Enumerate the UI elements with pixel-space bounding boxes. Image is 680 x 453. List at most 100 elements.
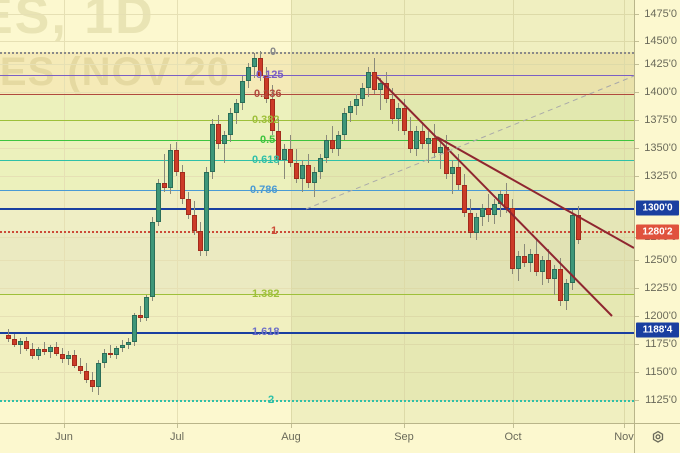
candle-body — [408, 130, 413, 149]
fib-label-1: 1 — [271, 225, 278, 237]
candle-body — [222, 135, 227, 145]
candle-body — [42, 349, 47, 353]
candle-body — [48, 346, 53, 353]
candle-body — [12, 338, 17, 345]
grid-line-horizontal — [0, 176, 634, 177]
candle-body — [384, 83, 389, 99]
price-tick-mark — [635, 176, 639, 177]
candle-body — [558, 269, 563, 302]
candle-wick — [284, 144, 285, 179]
candle-body — [516, 255, 521, 270]
price-tick-label: 1400'0 — [644, 86, 677, 98]
time-axis[interactable]: Jun Jul Aug Sep Oct Nov — [0, 423, 634, 453]
candle-body — [576, 214, 581, 240]
fib-line-0-786 — [0, 190, 634, 191]
candle-body — [30, 349, 35, 356]
candle-body — [156, 183, 161, 222]
candle-body — [474, 217, 479, 234]
candle-body — [126, 342, 131, 345]
price-tick-label: 1475'0 — [644, 8, 677, 20]
price-tick-label: 1450'0 — [644, 35, 677, 47]
fib-line-0-618 — [0, 160, 634, 161]
candle-body — [552, 269, 557, 279]
grid-line-vertical — [404, 0, 405, 423]
price-tick-mark — [635, 92, 639, 93]
candle-body — [306, 164, 311, 184]
fib-label-0-125: 0.125 — [256, 69, 284, 81]
price-badge-1188[interactable]: 1188'4 — [636, 322, 679, 338]
chart-plot-area[interactable]: ES, 1D RES (NOV 20 0 0.125 0.236 0.382 0.5 0.… — [0, 0, 634, 423]
candle-body — [120, 344, 125, 348]
grid-line-horizontal — [0, 64, 634, 65]
candle-body — [300, 164, 305, 179]
grid-line-horizontal — [0, 237, 634, 238]
fib-line-0-5 — [0, 140, 634, 141]
grid-line-horizontal — [0, 92, 634, 93]
candle-body — [162, 183, 167, 188]
price-tick-label: 1350'0 — [644, 142, 677, 154]
price-badge-last[interactable]: 1280'2 — [636, 224, 679, 240]
time-tick-label: Nov — [614, 431, 634, 443]
price-tick-label: 1250'0 — [644, 254, 677, 266]
candle-body — [456, 167, 461, 186]
fib-label-0-786: 0.786 — [250, 184, 278, 196]
time-tick-label: Oct — [504, 431, 522, 443]
candle-wick — [452, 160, 453, 195]
candle-body — [6, 335, 11, 339]
price-tick-mark — [635, 14, 639, 15]
fib-line-0 — [0, 52, 634, 54]
fib-label-2: 2 — [268, 394, 275, 406]
candle-wick — [8, 328, 9, 343]
candle-body — [438, 146, 443, 154]
price-axis[interactable]: 1475'0 1450'0 1425'0 1400'0 1375'0 1350'0 1325… — [634, 0, 680, 423]
grid-line-horizontal — [0, 260, 634, 261]
grid-line-vertical — [177, 0, 178, 423]
candle-body — [534, 253, 539, 272]
alert-line-1188 — [0, 332, 634, 334]
fib-line-1-382 — [0, 294, 634, 295]
candle-body — [366, 71, 371, 88]
price-badge-1300[interactable]: 1300'0 — [636, 200, 679, 216]
price-tick-label: 1325'0 — [644, 170, 677, 182]
candle-wick — [428, 130, 429, 163]
candle-body — [180, 171, 185, 199]
price-tick-label: 1375'0 — [644, 114, 677, 126]
candle-body — [72, 354, 77, 367]
candle-body — [540, 260, 545, 272]
time-tick-label: Jun — [55, 431, 73, 443]
gear-icon[interactable] — [649, 430, 667, 448]
grid-line-horizontal — [0, 41, 634, 42]
price-tick-mark — [635, 400, 639, 401]
time-tick-mark — [64, 424, 65, 428]
fib-label-0-382: 0.382 — [252, 114, 280, 126]
candle-body — [390, 98, 395, 120]
candle-body — [330, 139, 335, 149]
candle-body — [480, 208, 485, 218]
price-tick-label: 1425'0 — [644, 58, 677, 70]
candle-body — [522, 255, 527, 263]
candle-body — [570, 214, 575, 284]
candle-body — [150, 221, 155, 297]
candle-body — [240, 80, 245, 104]
band-0786-1 — [0, 190, 634, 231]
price-tick-label: 1150'0 — [645, 366, 677, 378]
price-tick-label: 1225'0 — [644, 282, 677, 294]
candle-body — [432, 137, 437, 154]
candle-body — [426, 137, 431, 145]
candle-body — [462, 185, 467, 213]
fib-label-1-382: 1.382 — [252, 288, 280, 300]
candle-wick — [44, 342, 45, 355]
candle-body — [216, 123, 221, 145]
fib-label-1-618: 1.618 — [252, 326, 280, 338]
candle-body — [312, 171, 317, 184]
candle-body — [138, 314, 143, 319]
candle-body — [510, 208, 515, 270]
price-tick-label: 1125'0 — [645, 394, 677, 406]
fib-line-0-125 — [0, 75, 634, 76]
candle-body — [288, 148, 293, 163]
time-tick-mark — [404, 424, 405, 428]
candle-body — [204, 171, 209, 252]
candle-body — [402, 108, 407, 131]
candle-wick — [440, 139, 441, 170]
price-tick-mark — [635, 260, 639, 261]
